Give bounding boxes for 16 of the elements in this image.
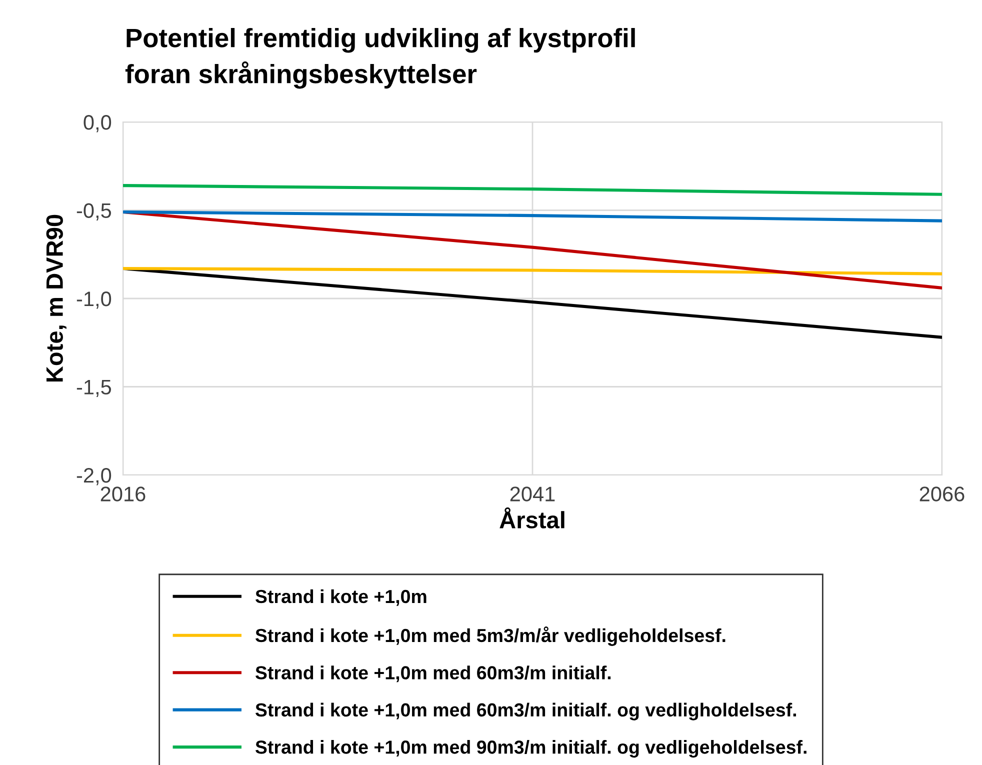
y-tick-label: -2,0 [76, 468, 112, 486]
y-axis-title: Kote, m DVR90 [46, 214, 66, 382]
legend-label: Strand i kote +1,0m med 5m3/m/år vedligeholdelsesf. [255, 626, 726, 646]
x-tick-label: 2041 [510, 486, 555, 502]
chart-title: Potentiel fremtidig udvikling af kystprofil foran skråningsbeskyttelser [125, 28, 635, 89]
y-tick-label: 0,0 [84, 115, 112, 132]
legend-label: Strand i kote +1,0m med 90m3/m initialf. og vedligeholdelsesf. [255, 740, 806, 758]
y-tick-label: -0,5 [76, 203, 112, 220]
legend-label: Strand i kote +1,0m med 60m3/m initialf. og vedligholdelsesf. [255, 702, 796, 720]
y-tick-label: -1,5 [76, 380, 112, 397]
x-tick-label: 2016 [100, 486, 146, 502]
x-tick-label: 2066 [920, 486, 964, 502]
y-tick-label: -1,0 [76, 292, 112, 309]
legend-label: Strand i kote +1,0m [255, 589, 426, 606]
legend-label: Strand i kote +1,0m med 60m3/m initialf. [255, 666, 611, 682]
x-axis-title: Årstal [500, 507, 564, 528]
